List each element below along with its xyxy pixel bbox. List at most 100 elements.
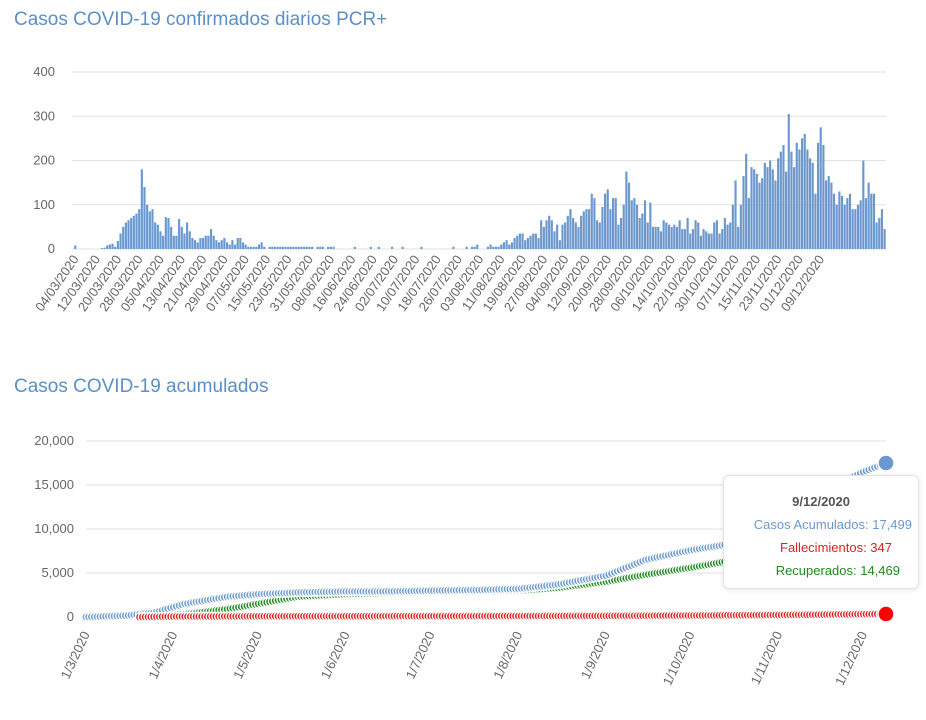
- daily-bar: [263, 246, 266, 249]
- cumulative-x-tick-label: 1/8/2020: [490, 629, 525, 681]
- daily-bar: [795, 142, 798, 249]
- highlighted-point[interactable]: [877, 605, 895, 623]
- daily-bar: [209, 229, 213, 249]
- daily-bar: [779, 151, 782, 249]
- daily-bar: [146, 204, 149, 249]
- daily-bar: [782, 145, 785, 249]
- daily-bar: [641, 213, 644, 249]
- daily-bar: [880, 209, 884, 249]
- daily-bar: [542, 226, 545, 249]
- daily-bar: [755, 173, 758, 249]
- tooltip-date: 9/12/2020: [792, 494, 850, 509]
- daily-bar: [611, 198, 615, 249]
- daily-bar: [114, 246, 117, 249]
- daily-bar: [521, 233, 524, 249]
- daily-bar: [835, 204, 838, 249]
- daily-bar: [808, 158, 812, 249]
- daily-bar: [233, 244, 237, 249]
- daily-bar: [244, 244, 247, 249]
- daily-bar: [212, 235, 215, 249]
- daily-bar: [103, 247, 106, 249]
- daily-bar: [151, 209, 154, 249]
- daily-bar: [883, 229, 886, 249]
- daily-bar: [649, 202, 652, 249]
- daily-bar: [713, 222, 716, 249]
- daily-bar: [201, 237, 205, 249]
- daily-bar: [295, 246, 298, 249]
- daily-bar: [284, 246, 287, 249]
- daily-bar: [100, 248, 103, 249]
- daily-y-tick-label: 0: [48, 241, 55, 256]
- daily-bar: [777, 158, 780, 249]
- daily-bar: [276, 246, 279, 249]
- daily-bar: [553, 231, 556, 249]
- daily-bar: [558, 240, 561, 249]
- daily-bar: [74, 245, 77, 249]
- daily-bar: [811, 162, 814, 249]
- daily-bar: [769, 160, 772, 249]
- daily-bar: [452, 246, 455, 249]
- daily-bar: [228, 244, 231, 249]
- daily-bar: [699, 235, 703, 249]
- daily-bar: [239, 237, 242, 249]
- daily-bar: [220, 240, 223, 249]
- daily-bar: [617, 224, 620, 249]
- tooltip-deaths: Fallecimientos: 347: [780, 540, 892, 555]
- daily-bar: [681, 229, 684, 249]
- daily-bar: [574, 222, 577, 249]
- daily-bar: [686, 218, 689, 249]
- daily-bar: [689, 233, 692, 249]
- daily-bar: [148, 211, 151, 249]
- cumulative-x-tick-label: 1/3/2020: [58, 629, 93, 681]
- daily-bar: [486, 246, 490, 249]
- daily-bar: [247, 246, 250, 249]
- daily-bar: [289, 246, 293, 249]
- daily-bar: [199, 237, 202, 249]
- daily-bar: [225, 242, 229, 249]
- daily-bar: [143, 187, 146, 249]
- daily-bar: [287, 246, 290, 249]
- daily-bar: [625, 171, 628, 249]
- daily-bar: [793, 167, 796, 249]
- daily-bar: [651, 226, 655, 249]
- chart-tooltip: 9/12/2020 Casos Acumulados: 17,499 Falle…: [723, 475, 919, 589]
- daily-bar: [510, 242, 513, 249]
- daily-bar: [550, 220, 553, 249]
- cumulative-y-tick-label: 15,000: [34, 477, 74, 492]
- daily-bar: [851, 209, 854, 249]
- daily-bar: [822, 145, 825, 249]
- daily-bar: [260, 242, 263, 249]
- daily-bar: [548, 215, 551, 249]
- highlighted-point[interactable]: [877, 454, 895, 472]
- cumulative-x-tick-label: 1/10/2020: [660, 629, 698, 688]
- daily-bar: [108, 244, 111, 249]
- daily-bar: [840, 195, 844, 249]
- tooltip-cases: Casos Acumulados: 17,499: [753, 517, 912, 532]
- daily-bar: [159, 231, 162, 249]
- daily-bar: [596, 220, 599, 249]
- daily-bar: [188, 231, 191, 249]
- daily-bar: [154, 222, 157, 249]
- daily-bar: [508, 244, 511, 249]
- daily-bar: [593, 198, 596, 249]
- cumulative-x-tick-label: 1/12/2020: [832, 629, 870, 688]
- daily-bar: [862, 160, 865, 249]
- daily-bar: [665, 222, 668, 249]
- daily-bar: [758, 182, 761, 249]
- daily-bar: [223, 237, 226, 249]
- daily-bar: [638, 218, 641, 249]
- daily-bar: [518, 233, 521, 249]
- daily-bar: [747, 198, 750, 249]
- daily-bar: [124, 222, 127, 249]
- daily-bar: [785, 171, 788, 249]
- daily-bar: [635, 204, 639, 249]
- cumulative-x-tick-label: 1/4/2020: [145, 629, 180, 681]
- daily-bar: [420, 246, 423, 249]
- daily-bar: [249, 246, 253, 249]
- daily-bar: [204, 235, 207, 249]
- daily-bar: [723, 218, 726, 249]
- daily-bar: [279, 246, 282, 249]
- daily-bar: [707, 233, 710, 249]
- daily-bar: [691, 229, 695, 249]
